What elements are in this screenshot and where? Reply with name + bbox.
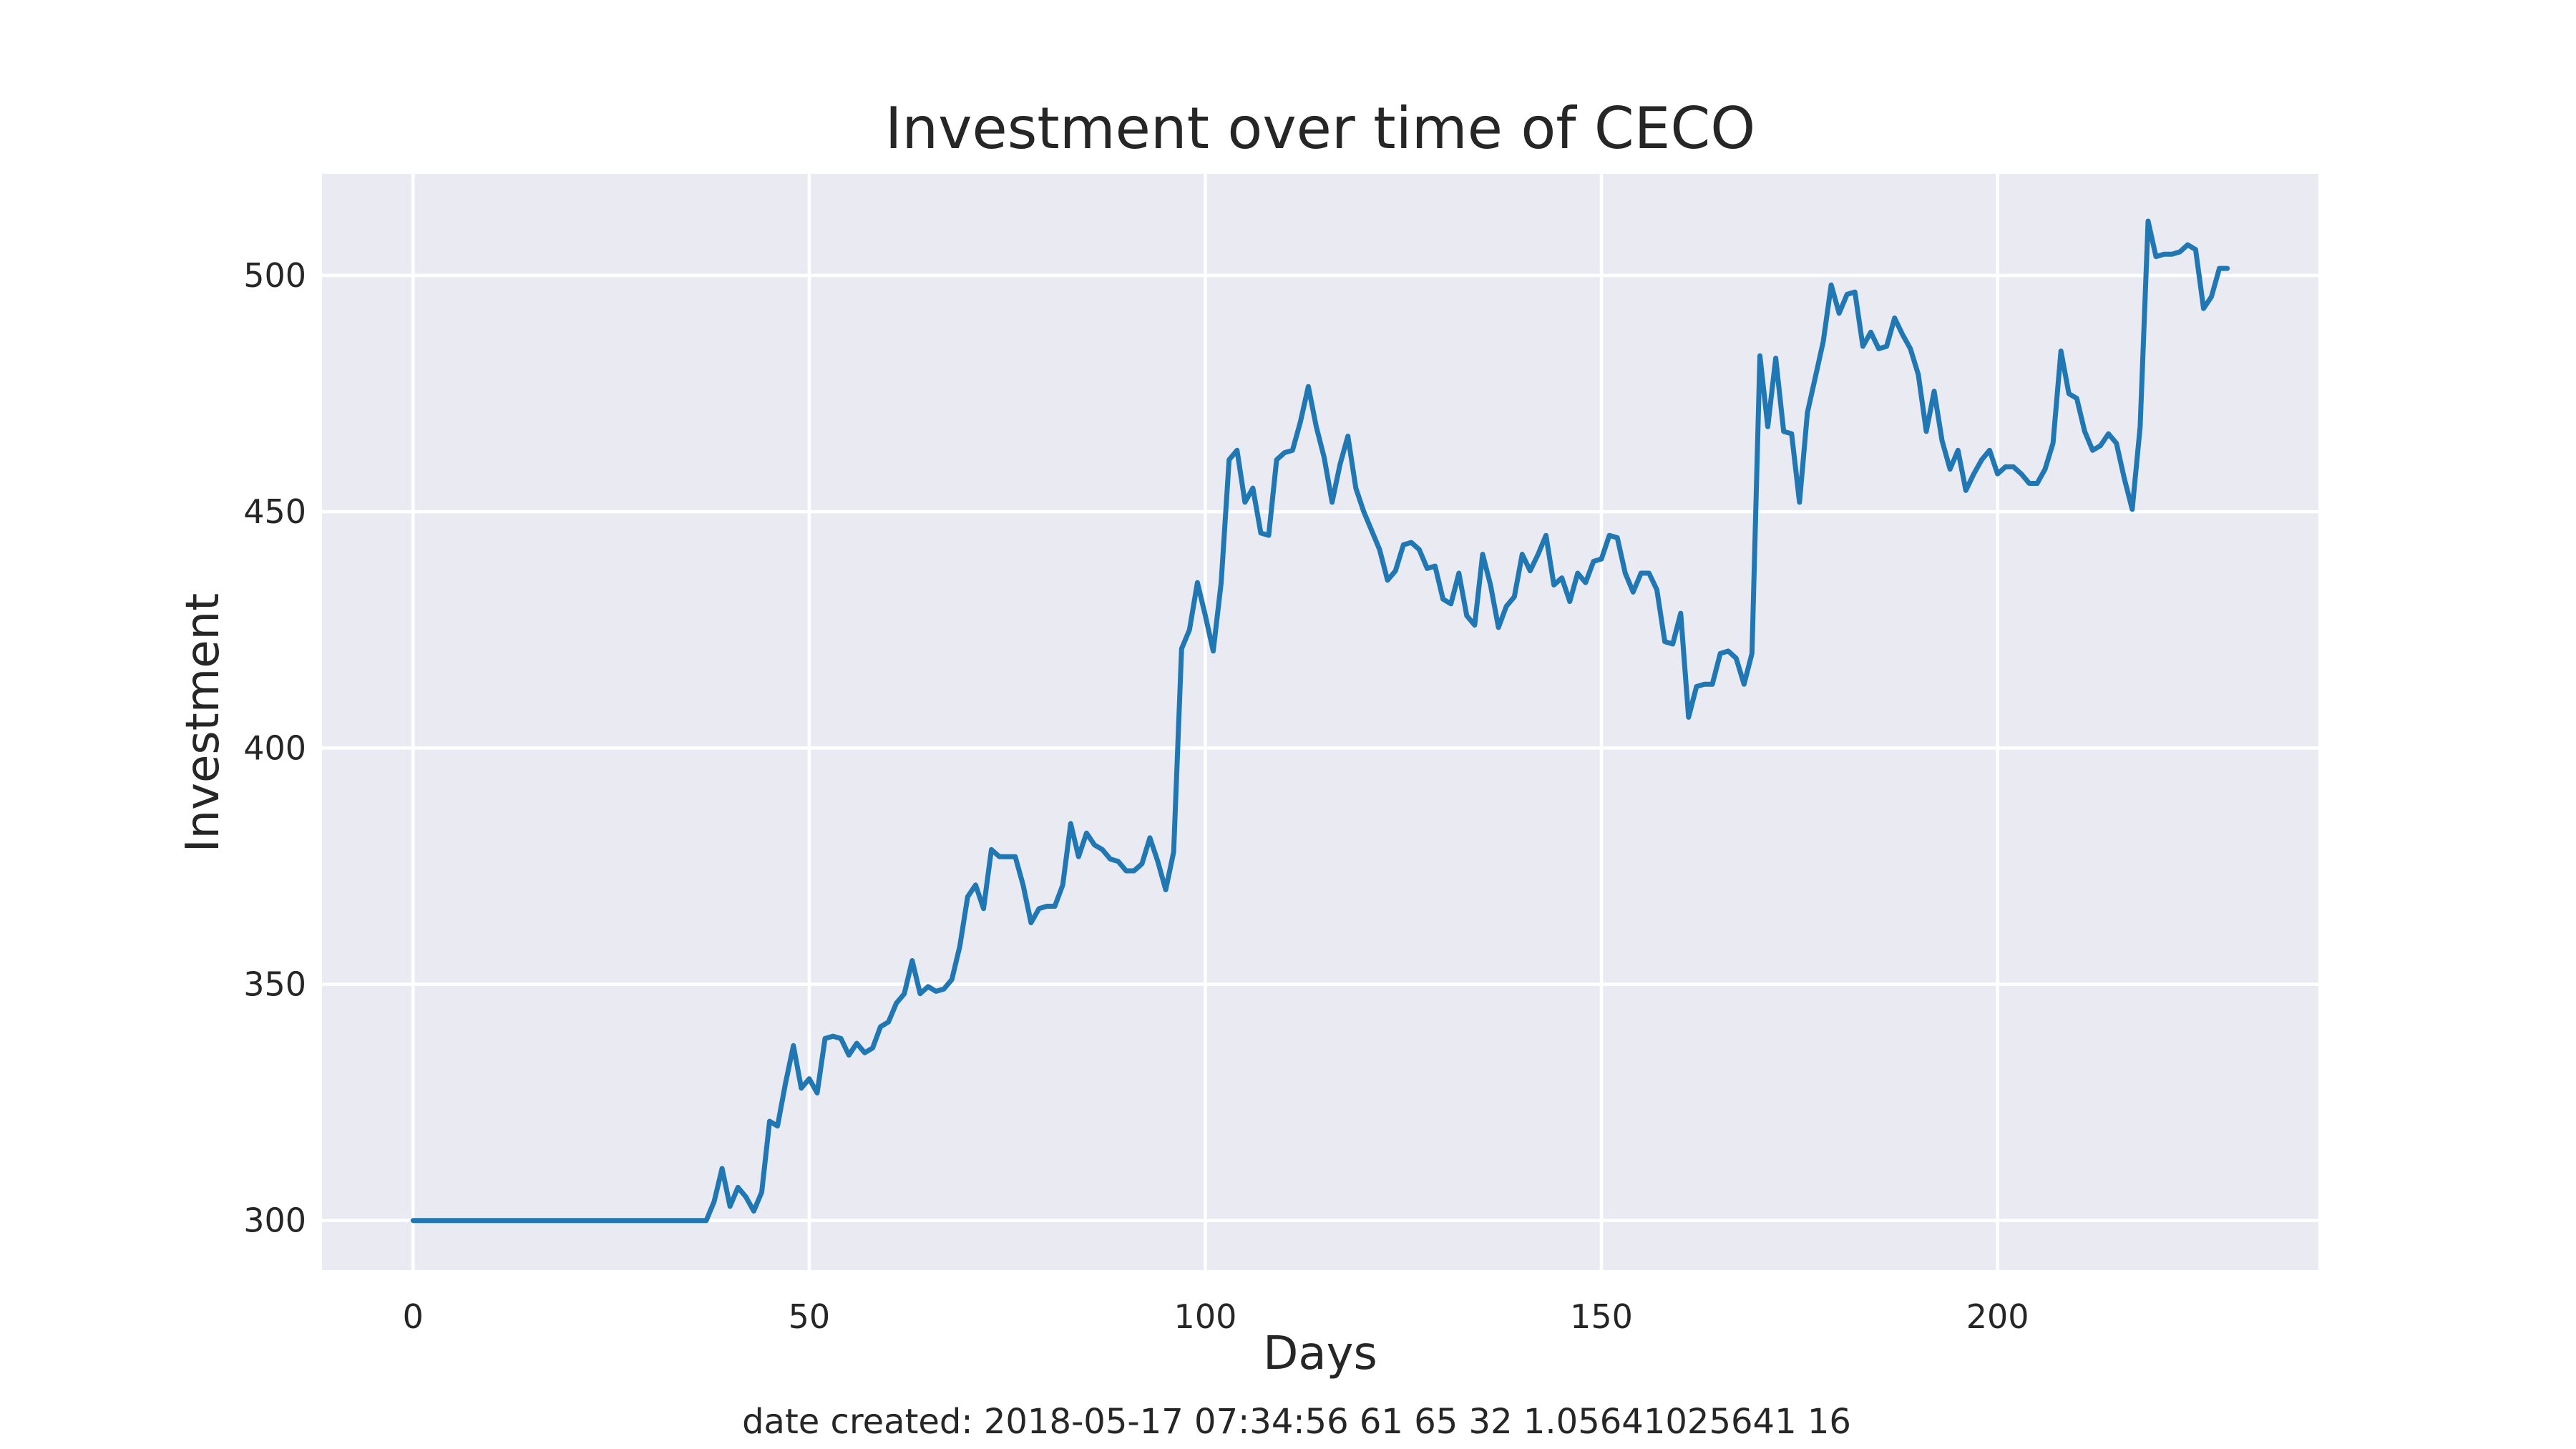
x-axis-title: Days <box>1263 1327 1377 1380</box>
x-tick-label: 100 <box>1174 1297 1237 1336</box>
footnote: date created: 2018-05-17 07:34:56 61 65 … <box>742 1402 1851 1442</box>
x-tick-labels: 0 50 100 150 200 <box>403 1297 2029 1336</box>
y-tick-labels: 300 350 400 450 500 <box>243 256 306 1240</box>
series-line <box>410 218 2230 1224</box>
plot-area <box>322 174 2318 1270</box>
x-tick-label: 50 <box>789 1297 831 1336</box>
x-tick-label: 0 <box>403 1297 424 1336</box>
chart-title: Investment over time of CECO <box>885 95 1755 162</box>
x-tick-label: 200 <box>1966 1297 2029 1336</box>
y-tick-label: 350 <box>243 965 306 1003</box>
y-tick-label: 300 <box>243 1201 306 1240</box>
y-axis-title: Investment <box>177 593 230 853</box>
x-tick-label: 150 <box>1570 1297 1633 1336</box>
y-tick-label: 400 <box>243 728 306 767</box>
y-tick-label: 500 <box>243 256 306 295</box>
y-tick-label: 450 <box>243 492 306 531</box>
